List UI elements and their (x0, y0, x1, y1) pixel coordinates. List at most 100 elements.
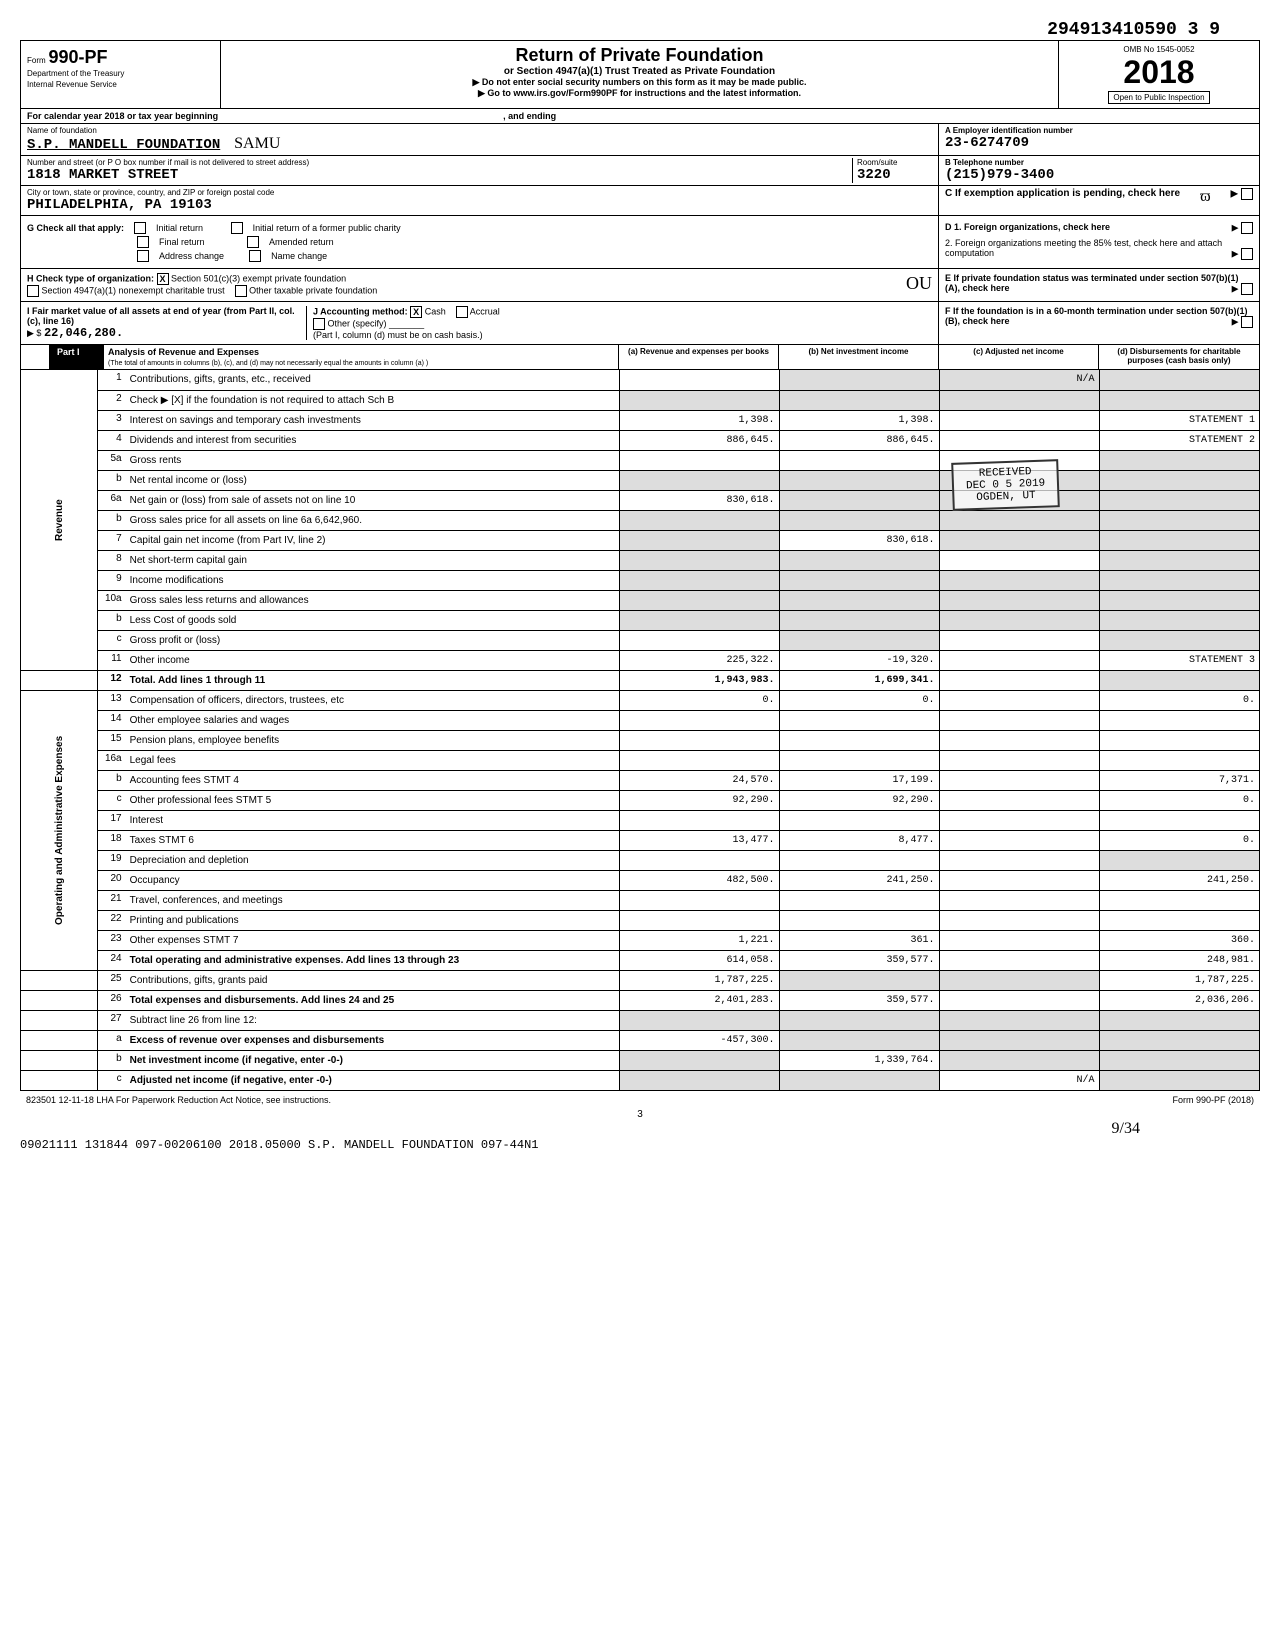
r3-d: STATEMENT 1 (1099, 410, 1259, 430)
j-label: J Accounting method: (313, 306, 408, 316)
expenses-vert-label: Operating and Administrative Expenses (21, 690, 98, 970)
row-19: 19 Depreciation and depletion (21, 850, 1259, 870)
r16a-desc: Legal fees (126, 750, 619, 770)
city-label: City or town, state or province, country… (27, 188, 932, 197)
row-24: 24 Total operating and administrative ex… (21, 950, 1259, 970)
r4-desc: Dividends and interest from securities (126, 430, 619, 450)
ein-cell: A Employer identification number 23-6274… (939, 124, 1259, 155)
j-cash-checkbox[interactable]: X (410, 306, 422, 318)
j-accrual-checkbox[interactable] (456, 306, 468, 318)
part1-desc: Analysis of Revenue and Expenses (108, 347, 259, 357)
r10c-desc: Gross profit or (loss) (126, 630, 619, 650)
r20-num: 20 (98, 870, 126, 890)
r5b-desc: Net rental income or (loss) (126, 470, 619, 490)
part1-note: (The total of amounts in columns (b), (c… (108, 360, 428, 367)
r6a-num: 6a (98, 490, 126, 510)
calyr-end: , and ending (503, 111, 556, 121)
r11-b: -19,320. (779, 650, 939, 670)
sub-title: or Section 4947(a)(1) Trust Treated as P… (225, 66, 1054, 77)
r23-d: 360. (1099, 930, 1259, 950)
received-loc: OGDEN, UT (966, 490, 1046, 505)
section-ij: I Fair market value of all assets at end… (21, 302, 939, 344)
foundation-handwritten: SAMU (234, 135, 280, 152)
e-checkbox[interactable] (1241, 283, 1253, 295)
part1-desc-cell: Analysis of Revenue and Expenses (The to… (104, 345, 619, 369)
g-namechg-checkbox[interactable] (249, 250, 261, 262)
r13-desc: Compensation of officers, directors, tru… (126, 690, 619, 710)
h-4947-checkbox[interactable] (27, 285, 39, 297)
r23-desc: Other expenses STMT 7 (126, 930, 619, 950)
r27c-desc: Adjusted net income (if negative, enter … (126, 1070, 619, 1090)
row-21: 21 Travel, conferences, and meetings (21, 890, 1259, 910)
r2-num: 2 (98, 390, 126, 410)
f-checkbox[interactable] (1241, 316, 1253, 328)
r4-num: 4 (98, 430, 126, 450)
row-1: Revenue 1 Contributions, gifts, grants, … (21, 370, 1259, 390)
r8-desc: Net short-term capital gain (126, 550, 619, 570)
i-value: 22,046,280. (44, 326, 123, 340)
j-other-checkbox[interactable] (313, 318, 325, 330)
row-2: 2 Check ▶ [X] if the foundation is not r… (21, 390, 1259, 410)
r16a-num: 16a (98, 750, 126, 770)
name-ein-row: Name of foundation S.P. MANDELL FOUNDATI… (21, 124, 1259, 156)
part1-label: Part I (49, 345, 104, 369)
city-row: City or town, state or province, country… (21, 186, 1259, 216)
r18-desc: Taxes STMT 6 (126, 830, 619, 850)
h-handmark: OU (906, 273, 932, 294)
h-501c3-checkbox[interactable]: X (157, 273, 169, 285)
r18-a: 13,477. (619, 830, 779, 850)
row-11: 11 Other income 225,322. -19,320. STATEM… (21, 650, 1259, 670)
r13-d: 0. (1099, 690, 1259, 710)
g-opt-initial: Initial return (156, 223, 203, 233)
r3-a: 1,398. (619, 410, 779, 430)
row-10c: c Gross profit or (loss) (21, 630, 1259, 650)
r22-desc: Printing and publications (126, 910, 619, 930)
calendar-year-row: For calendar year 2018 or tax year begin… (21, 109, 1259, 124)
g-address-checkbox[interactable] (137, 250, 149, 262)
section-g-d-row: G Check all that apply: Initial return I… (21, 216, 1259, 269)
footer-line: 09021111 131844 097-00206100 2018.05000 … (20, 1138, 1260, 1152)
r9-desc: Income modifications (126, 570, 619, 590)
part1-table: Revenue 1 Contributions, gifts, grants, … (21, 370, 1259, 1090)
r27b-num: b (98, 1050, 126, 1070)
r10a-num: 10a (98, 590, 126, 610)
row-6a: 6a Net gain or (loss) from sale of asset… (21, 490, 1259, 510)
r5a-num: 5a (98, 450, 126, 470)
r14-desc: Other employee salaries and wages (126, 710, 619, 730)
year-cell: OMB No 1545-0052 2018 Open to Public Ins… (1059, 41, 1259, 108)
row-25: 25 Contributions, gifts, grants paid 1,7… (21, 970, 1259, 990)
r26-b: 359,577. (779, 990, 939, 1010)
h-other-checkbox[interactable] (235, 285, 247, 297)
r10a-desc: Gross sales less returns and allowances (126, 590, 619, 610)
r20-d: 241,250. (1099, 870, 1259, 890)
g-final-checkbox[interactable] (137, 236, 149, 248)
row-20: 20 Occupancy 482,500. 241,250. 241,250. (21, 870, 1259, 890)
r16c-a: 92,290. (619, 790, 779, 810)
g-amended-checkbox[interactable] (247, 236, 259, 248)
g-former-checkbox[interactable] (231, 222, 243, 234)
j-cash: Cash (425, 306, 446, 316)
section-h: H Check type of organization: X Section … (21, 269, 939, 301)
r24-desc: Total operating and administrative expen… (126, 950, 619, 970)
d1-checkbox[interactable] (1241, 222, 1253, 234)
row-23: 23 Other expenses STMT 7 1,221. 361. 360… (21, 930, 1259, 950)
row-15: 15 Pension plans, employee benefits (21, 730, 1259, 750)
r17-desc: Interest (126, 810, 619, 830)
c-checkbox[interactable] (1241, 188, 1253, 200)
form-header: Form 990-PF Department of the Treasury I… (21, 41, 1259, 109)
telephone-cell: B Telephone number (215)979-3400 (939, 156, 1259, 185)
warn-goto: ▶ Go to www.irs.gov/Form990PF for instru… (225, 88, 1054, 99)
g-opt-amended: Amended return (269, 237, 334, 247)
d2-checkbox[interactable] (1241, 248, 1253, 260)
r21-num: 21 (98, 890, 126, 910)
r27a-desc: Excess of revenue over expenses and disb… (126, 1030, 619, 1050)
received-stamp: RECEIVED DEC 0 5 2019 OGDEN, UT (951, 459, 1060, 511)
r12-num: 12 (98, 670, 126, 690)
r27-num: 27 (98, 1010, 126, 1030)
r8-num: 8 (98, 550, 126, 570)
tel-value: (215)979-3400 (945, 167, 1253, 183)
r24-num: 24 (98, 950, 126, 970)
r16b-desc: Accounting fees STMT 4 (126, 770, 619, 790)
g-initial-checkbox[interactable] (134, 222, 146, 234)
r18-num: 18 (98, 830, 126, 850)
